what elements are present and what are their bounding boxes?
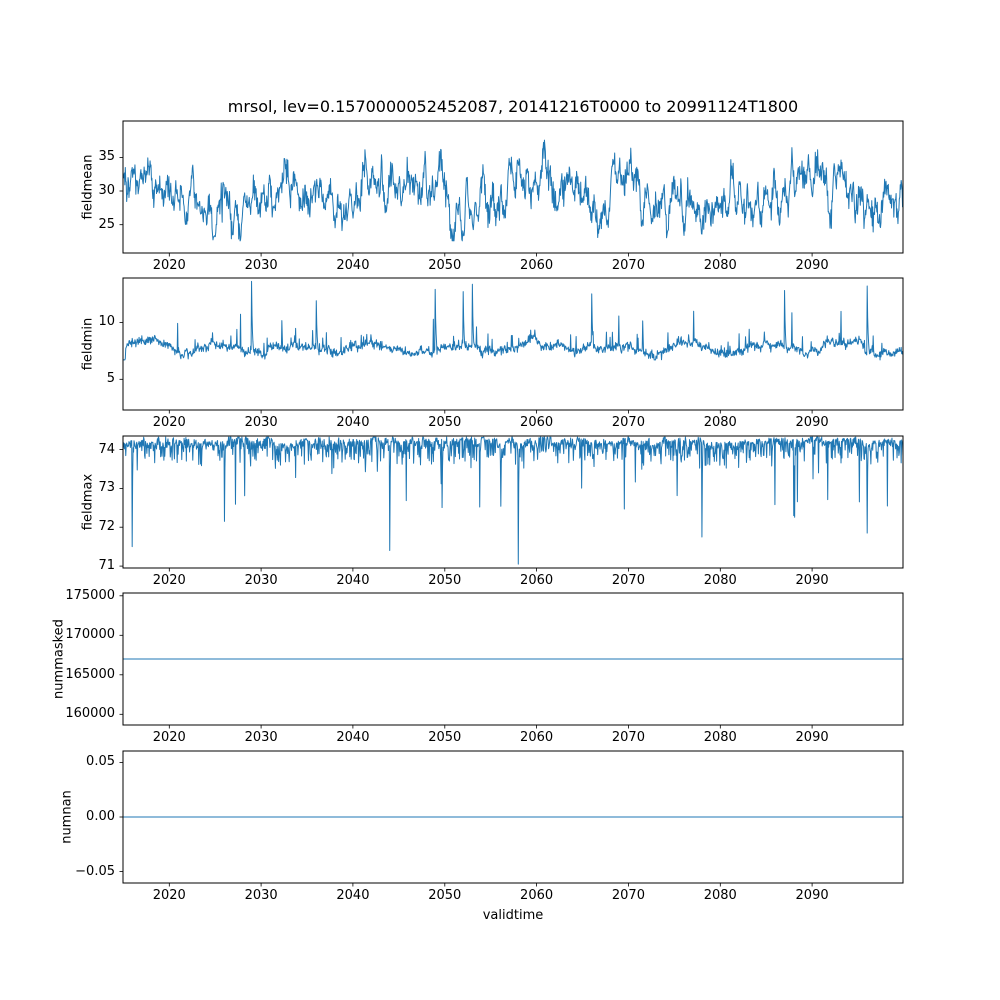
- x-tick-label: 2090: [795, 573, 829, 588]
- x-tick-label: 2040: [336, 730, 370, 745]
- x-tick-label: 2050: [428, 573, 462, 588]
- y-tick-label: 0.05: [86, 754, 115, 770]
- y-tick-label: 0.00: [86, 809, 115, 824]
- y-tick-label: 165000: [65, 666, 115, 682]
- y-tick-label: 160000: [65, 706, 115, 722]
- x-tick-label: 2020: [152, 730, 186, 745]
- x-tick-label: 2050: [428, 258, 462, 273]
- y-tick-label: 170000: [65, 627, 115, 643]
- x-tick-label: 2020: [152, 415, 186, 430]
- x-tick-label: 2090: [795, 888, 829, 903]
- x-tick-label: 2080: [703, 730, 737, 745]
- x-tick-label: 2050: [428, 888, 462, 903]
- x-tick-label: 2030: [244, 415, 278, 430]
- x-tick-label: 2030: [244, 888, 278, 903]
- subplot-fieldmean: fieldmean 2020 2030 2040 2050 2060 2070 2080 20…: [81, 120, 904, 273]
- x-tick-label: 2030: [244, 730, 278, 745]
- x-tick-label: 2080: [703, 258, 737, 273]
- x-tick-label: 2020: [152, 573, 186, 588]
- x-tick-label: 2060: [520, 258, 554, 273]
- y-tick-label: 72: [98, 519, 115, 535]
- figure-title: mrsol, lev=0.1570000052452087, 20141216T…: [227, 97, 799, 116]
- plot-area-fieldmax: [119, 435, 904, 572]
- x-tick-label: 2030: [244, 258, 278, 273]
- x-tick-label: 2080: [703, 415, 737, 430]
- x-tick-label: 2020: [152, 258, 186, 273]
- x-axis-label: validtime: [482, 908, 544, 923]
- x-tick-label: 2080: [703, 888, 737, 903]
- x-tick-label: 2070: [611, 415, 645, 430]
- x-tick-label: 2050: [428, 415, 462, 430]
- x-tick-label: 2090: [795, 730, 829, 745]
- plot-area-nummasked: [119, 592, 904, 729]
- x-tick-label: 2060: [520, 573, 554, 588]
- x-tick-label: 2070: [611, 573, 645, 588]
- data-line: [123, 436, 903, 565]
- y-tick-label: 10: [98, 314, 115, 330]
- x-tick-label: 2060: [520, 415, 554, 430]
- subplot-fieldmax: fieldmax 2020 2030 2040 2050 2060 2070 2080 209…: [81, 435, 904, 588]
- plot-area-fieldmean: [119, 120, 904, 257]
- x-tick-label: 2090: [795, 415, 829, 430]
- subplot-nummasked: nummasked 2020 2030 2040 2050 2060 2070 2080 20…: [52, 588, 904, 745]
- x-tick-label: 2080: [703, 573, 737, 588]
- y-tick-label: 73: [98, 480, 115, 496]
- y-tick-label: 74: [98, 441, 115, 457]
- x-tick-label: 2050: [428, 730, 462, 745]
- x-tick-label: 2030: [244, 573, 278, 588]
- y-tick-label: 35: [98, 149, 115, 165]
- x-tick-label: 2070: [611, 258, 645, 273]
- y-tick-label: 25: [98, 216, 115, 232]
- x-tick-label: 2040: [336, 258, 370, 273]
- x-tick-label: 2040: [336, 415, 370, 430]
- x-tick-label: 2090: [795, 258, 829, 273]
- data-line: [123, 280, 903, 361]
- y-tick-label: 175000: [65, 587, 115, 603]
- y-tick-label: 30: [98, 183, 115, 199]
- y-tick-label: −0.05: [75, 863, 115, 879]
- subplot-fieldmin: fieldmin 2020 2030 2040 2050 2060 2070 2080 209…: [81, 277, 904, 430]
- x-tick-label: 2070: [611, 730, 645, 745]
- subplot-numnan: numnan 2020 2030 2040 2050 2060 2070 2080 2090−…: [59, 750, 904, 903]
- data-line: [123, 139, 903, 242]
- x-tick-label: 2040: [336, 573, 370, 588]
- x-tick-label: 2040: [336, 888, 370, 903]
- plot-area-fieldmin: [119, 277, 904, 414]
- x-tick-label: 2020: [152, 888, 186, 903]
- x-tick-label: 2070: [611, 888, 645, 903]
- y-tick-label: 71: [98, 558, 115, 574]
- y-tick-label: 5: [106, 371, 115, 387]
- x-tick-label: 2060: [520, 730, 554, 745]
- plot-area-numnan: [119, 750, 904, 887]
- x-tick-label: 2060: [520, 888, 554, 903]
